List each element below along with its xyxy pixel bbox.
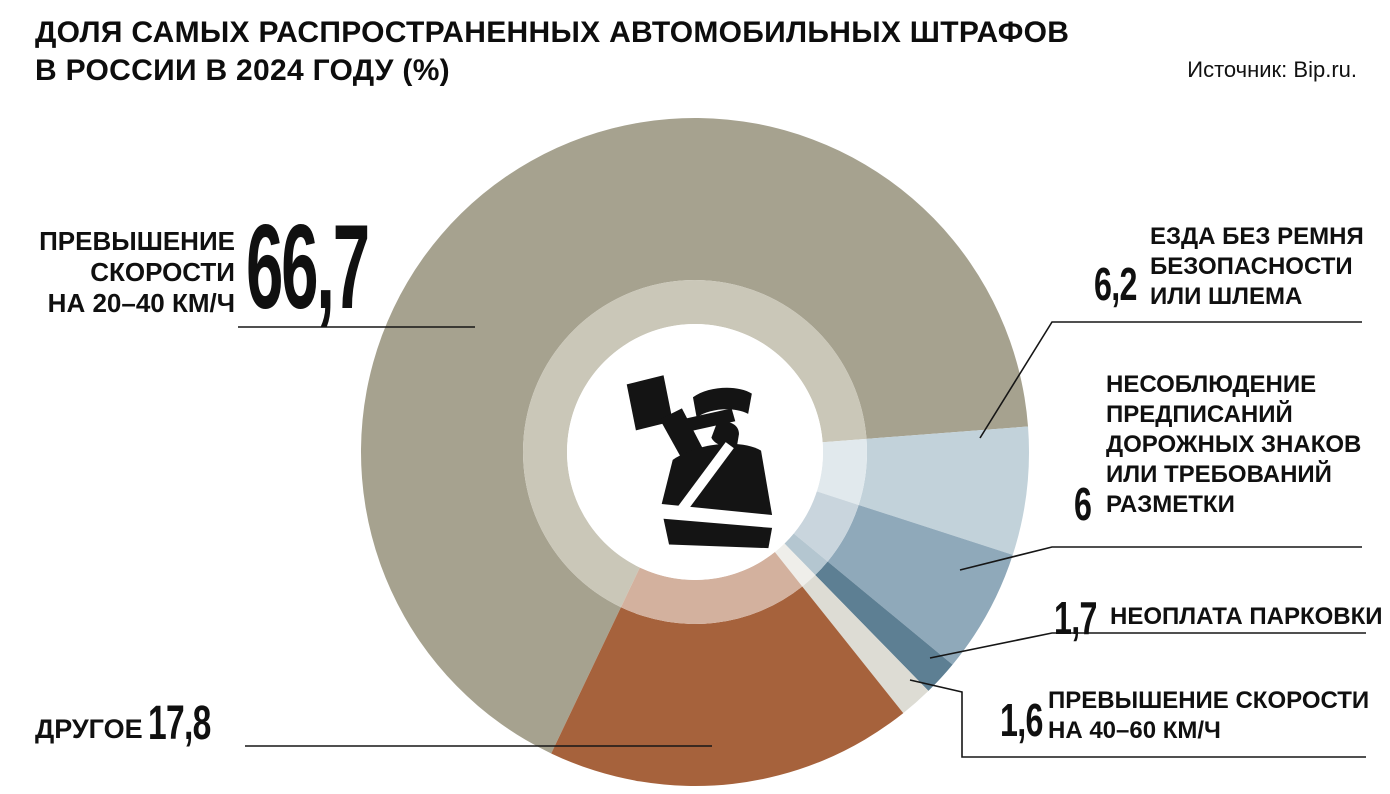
leader-road-signs [959,546,1362,571]
leader-seatbelt [979,321,1362,439]
pie-slice-no-seatbelt-or-helmet-outer [858,426,1029,555]
officer-cap-visor [681,408,736,433]
callout-speeding-40-60-value: 1,6 [1000,694,1061,746]
officer-document [626,375,673,431]
page-title-line1: ДОЛЯ САМЫХ РАСПРОСТРАНЕННЫХ АВТОМОБИЛЬНЫ… [35,16,1070,49]
pie-slices [360,117,1029,786]
callout-seatbelt-value: 6,2 [1094,258,1155,310]
callout-line: ПРЕДПИСАНИЙ [1106,401,1293,428]
callout-line: СКОРОСТИ [90,257,235,287]
callout-line: НА 20–40 КМ/Ч [47,288,235,318]
value-speeding-20-40: 66,7 [246,200,370,334]
pie-slice-road-signs-markings-inner [793,491,859,562]
callout-parking-label: НЕОПЛАТА ПАРКОВКИ [1110,603,1383,630]
pie-slice-speeding-40-60-inner [774,543,816,587]
leader-parking [929,632,1366,659]
page-title-line2: В РОССИИ В 2024 ГОДУ (%) [35,54,450,87]
callout-line: ПРЕВЫШЕНИЕ [39,226,235,256]
callout-line: ИЛИ ТРЕБОВАНИЙ [1106,461,1332,488]
value-road-signs: 6 [1074,478,1092,530]
callout-line: БЕЗОПАСНОСТИ [1150,253,1353,280]
page-title: ДОЛЯ САМЫХ РАСПРОСТРАНЕННЫХ АВТОМОБИЛЬНЫ… [35,14,1069,90]
pie-slice-no-seatbelt-or-helmet-inner [816,438,868,505]
police-officer-icon [626,375,776,549]
callout-line: ИЛИ ШЛЕМА [1150,283,1303,310]
callout-road-signs-label: НЕСОБЛЮДЕНИЕ ПРЕДПИСАНИЙ ДОРОЖНЫХ ЗНАКОВ… [1106,370,1361,520]
leader-lines [238,321,1366,758]
callout-parking-value: 1,7 [1054,592,1115,644]
callout-speeding-20-40-label: ПРЕВЫШЕНИЕ СКОРОСТИ НА 20–40 КМ/Ч [35,226,235,319]
callout-other-value: 17,8 [148,697,237,750]
callout-line: ЕЗДА БЕЗ РЕМНЯ [1150,223,1364,250]
callout-speeding-40-60-label: ПРЕВЫШЕНИЕ СКОРОСТИ НА 40–60 КМ/Ч [1048,686,1369,746]
pie-slice-other-inner [620,552,803,624]
pie-slice-other-outer [551,586,904,786]
officer-lower-body [663,518,773,549]
officer-head [711,421,739,447]
callout-line: РАЗМЕТКИ [1106,491,1235,518]
callout-seatbelt-label: ЕЗДА БЕЗ РЕМНЯ БЕЗОПАСНОСТИ ИЛИ ШЛЕМА [1150,222,1364,312]
callout-line: ДОРОЖНЫХ ЗНАКОВ [1106,431,1362,458]
officer-cap-crown [692,387,752,418]
source-credit: Источник: Bip.ru. [1187,57,1357,82]
pie-slice-speeding-20-40-outer [360,117,1029,754]
leader-speeding-40-60 [909,679,1366,758]
pie-slice-unpaid-parking-outer [815,561,953,691]
pie-slice-unpaid-parking-inner [784,533,828,576]
callout-road-signs-value: 6 [1074,478,1099,530]
value-speeding-40-60: 1,6 [1000,694,1043,746]
officer-belt-gap [658,505,776,528]
callout-line: ПРЕВЫШЕНИЕ СКОРОСТИ [1048,687,1370,714]
callout-line: НА 40–60 КМ/Ч [1048,717,1221,744]
callout-speeding-20-40-value: 66,7 [246,200,464,334]
officer-sash [677,442,734,513]
callout-other-label: ДРУГОЕ [35,714,143,744]
value-parking: 1,7 [1054,592,1097,644]
pie-slice-speeding-40-60-outer [802,575,929,714]
value-other: 17,8 [148,697,211,750]
value-seatbelt: 6,2 [1094,258,1137,310]
pie-slice-road-signs-markings-outer [827,504,1013,665]
callout-line: НЕСОБЛЮДЕНИЕ [1106,371,1317,398]
